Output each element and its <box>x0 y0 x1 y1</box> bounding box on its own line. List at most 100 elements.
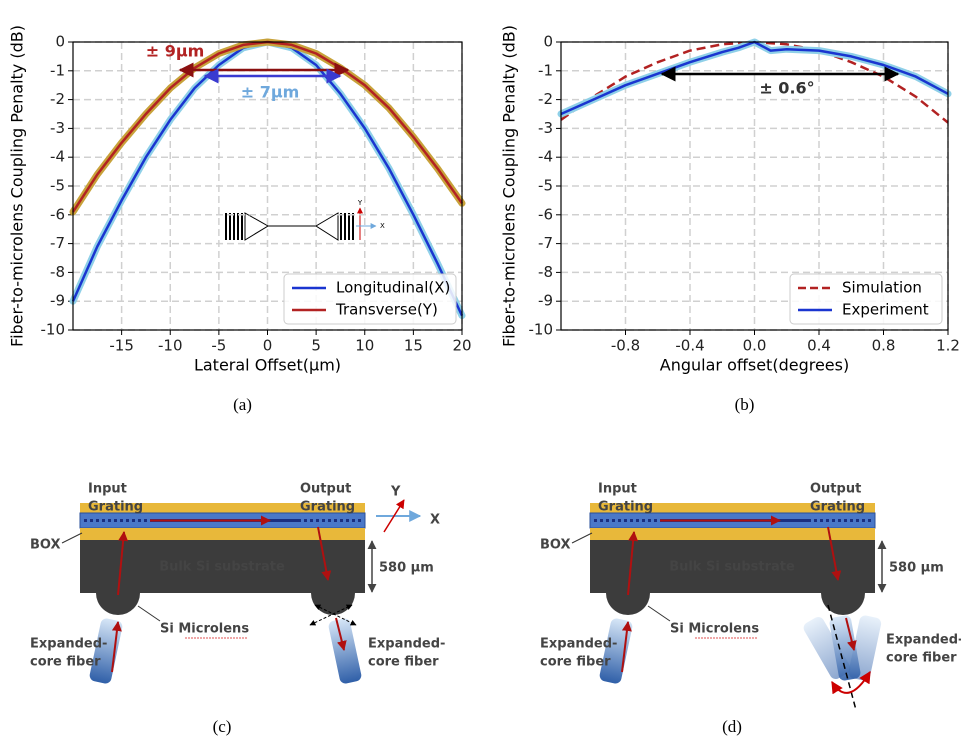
inset-axis-label: Y <box>357 199 363 207</box>
x-tick-label: 0.8 <box>872 337 896 355</box>
legend-box <box>283 273 457 325</box>
fiber <box>848 615 882 681</box>
y-tick-label: -3 <box>538 119 553 137</box>
leader <box>571 532 593 544</box>
diagram-label: Y <box>390 485 401 500</box>
diagram-label: Output <box>300 482 351 497</box>
x-tick-label: 0.0 <box>743 337 767 355</box>
diagram-label: Grating <box>88 500 143 515</box>
diagram-label: Si Microlens <box>670 622 759 637</box>
diagram-label: BOX <box>30 538 61 553</box>
y-axis-title: Fiber-to-microlens Coupling Penalty (dB) <box>500 25 519 347</box>
diagram-label: Bulk Si substrate <box>669 560 795 575</box>
y-tick-label: -5 <box>50 177 65 195</box>
y-tick-label: -9 <box>50 292 65 310</box>
light-path <box>627 531 639 596</box>
x-tick-label: 1.2 <box>936 337 960 355</box>
y-tick-label: 0 <box>543 33 553 51</box>
substrate <box>80 540 365 593</box>
diagram-label: core fiber <box>886 651 957 666</box>
legend-label: Simulation <box>842 279 922 297</box>
x-tick-label: 15 <box>404 337 423 355</box>
leader <box>61 532 83 544</box>
y-tick-label: -3 <box>50 119 65 137</box>
legend-box <box>789 273 943 325</box>
substrate <box>590 540 875 593</box>
legend-label: Longitudinal(X) <box>336 279 450 297</box>
cladding-top <box>80 503 365 513</box>
y-tick-label: -10 <box>529 321 554 339</box>
light-path <box>317 526 332 581</box>
y-tick-label: -6 <box>50 205 65 223</box>
caption: (a) <box>233 395 252 414</box>
diagram-label: core fiber <box>540 655 611 670</box>
diagram-label: Input <box>598 482 637 497</box>
fiber <box>599 618 633 684</box>
x-axis-title: Angular offset(degrees) <box>660 356 849 375</box>
caption: (c) <box>213 717 232 736</box>
diagram-label: Bulk Si substrate <box>159 560 285 575</box>
legend-label: Transverse(Y) <box>335 301 438 319</box>
y-tick-label: -8 <box>538 263 553 281</box>
diagram-label: Expanded- <box>368 637 445 652</box>
annotation: ± 7µm <box>241 83 300 102</box>
diagram-label: BOX <box>540 538 571 553</box>
y-tick-label: -10 <box>41 321 66 339</box>
annotation: ± 0.6° <box>759 79 814 98</box>
box-layer <box>590 528 875 540</box>
x-tick-label: 0.4 <box>807 337 831 355</box>
diagram-label: 580 µm <box>379 561 434 576</box>
light-path <box>117 531 129 596</box>
fiber <box>89 618 123 684</box>
legend-label: Experiment <box>842 301 929 319</box>
light-path <box>111 621 122 673</box>
x-tick-label: -0.4 <box>675 337 704 355</box>
y-tick-label: -4 <box>538 148 553 166</box>
annotation: ± 9µm <box>146 42 205 61</box>
diagram-label: Expanded- <box>886 633 961 648</box>
fiber <box>328 618 362 684</box>
caption: (d) <box>722 717 742 736</box>
y-tick-label: -2 <box>538 90 553 108</box>
diagram-label: Grating <box>810 500 865 515</box>
leader <box>137 605 161 622</box>
box-layer <box>80 528 365 540</box>
axis-y <box>383 499 405 533</box>
x-tick-label: -0.8 <box>611 337 640 355</box>
y-tick-label: -2 <box>50 90 65 108</box>
x-axis-title: Lateral Offset(μm) <box>194 356 341 375</box>
diagram: Bulk Si substrate 580 µm BOX Input Grating Ou… <box>30 482 445 736</box>
x-tick-label: 5 <box>311 337 321 355</box>
light-path <box>827 526 842 581</box>
inset-axis-label: X <box>380 222 385 230</box>
y-tick-label: -8 <box>50 263 65 281</box>
y-axis-title: Fiber-to-microlens Coupling Penalty (dB) <box>8 25 27 347</box>
plot-frame <box>560 41 949 331</box>
light-path <box>621 621 632 673</box>
rotation-arrow <box>831 670 871 695</box>
diagram-label: Expanded- <box>540 637 617 652</box>
y-tick-label: -5 <box>538 177 553 195</box>
y-tick-label: 0 <box>55 33 65 51</box>
displacement <box>314 604 357 626</box>
diagram-label: Input <box>88 482 127 497</box>
microlens <box>606 593 650 615</box>
y-tick-label: -9 <box>538 292 553 310</box>
light-path <box>335 617 347 651</box>
diagram-label: Output <box>810 482 861 497</box>
microlens <box>96 593 140 615</box>
x-tick-label: 0 <box>263 337 273 355</box>
inset-schematic <box>225 207 377 241</box>
x-tick-label: -5 <box>211 337 226 355</box>
x-tick-label: -15 <box>109 337 134 355</box>
y-tick-label: -7 <box>50 234 65 252</box>
x-tick-label: 10 <box>355 337 374 355</box>
y-tick-label: -7 <box>538 234 553 252</box>
x-tick-label: 20 <box>452 337 471 355</box>
x-tick-label: -10 <box>158 337 183 355</box>
diagram-label: X <box>430 513 440 528</box>
cladding-top <box>590 503 875 513</box>
diagram-label: core fiber <box>368 655 439 670</box>
diagram-label: Expanded- <box>30 637 107 652</box>
